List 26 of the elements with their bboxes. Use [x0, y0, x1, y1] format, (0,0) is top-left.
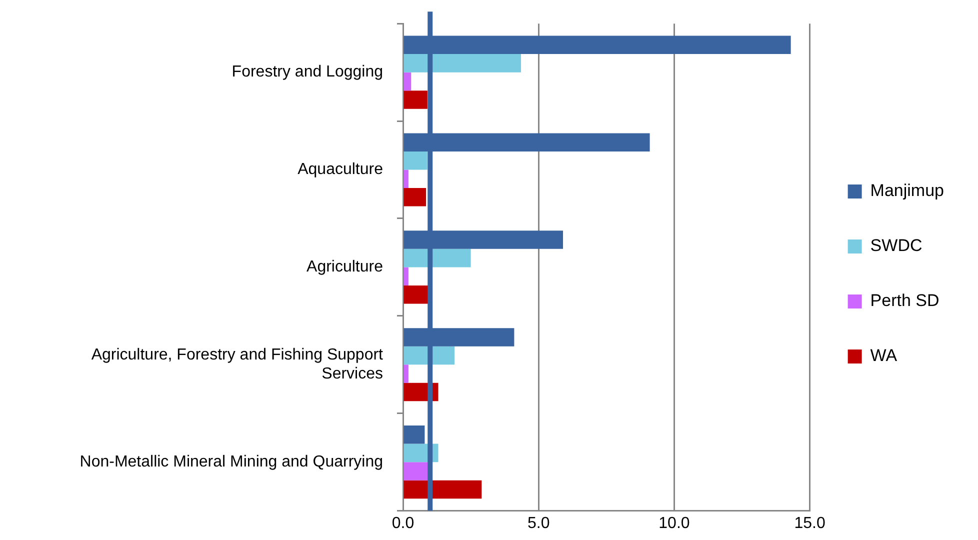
- bar: [404, 72, 412, 91]
- legend-label: Perth SD: [870, 291, 940, 310]
- y-tick-label: Agriculture, Forestry and Fishing Support Services: [91, 346, 384, 383]
- bar: [404, 426, 425, 444]
- y-tick-label: Non-Metallic Mineral Mining and Quarrying: [80, 453, 383, 470]
- legend-label: WA: [870, 346, 898, 366]
- bar: [404, 90, 428, 109]
- y-tick-label: Forestry and Logging: [232, 64, 383, 81]
- y-tick-label: Aquaculture: [298, 161, 384, 178]
- legend-label: SWDC: [870, 236, 922, 256]
- x-tick-label: 0.0: [392, 514, 414, 532]
- bar: [404, 462, 429, 480]
- bar: [404, 480, 482, 499]
- x-tick-label: 15.0: [794, 514, 826, 532]
- x-tick-label: 5.0: [527, 514, 550, 532]
- bar: [404, 188, 426, 206]
- legend-label: Manjimup: [870, 181, 944, 200]
- bar: [404, 170, 408, 188]
- x-tick-label: 10.0: [658, 514, 690, 532]
- bar: [404, 285, 429, 304]
- bar: [404, 364, 408, 383]
- bar: [404, 54, 521, 72]
- bar: [404, 151, 428, 170]
- bar: [404, 267, 408, 286]
- bar: [404, 248, 471, 268]
- y-tick-label: Agriculture: [306, 258, 384, 276]
